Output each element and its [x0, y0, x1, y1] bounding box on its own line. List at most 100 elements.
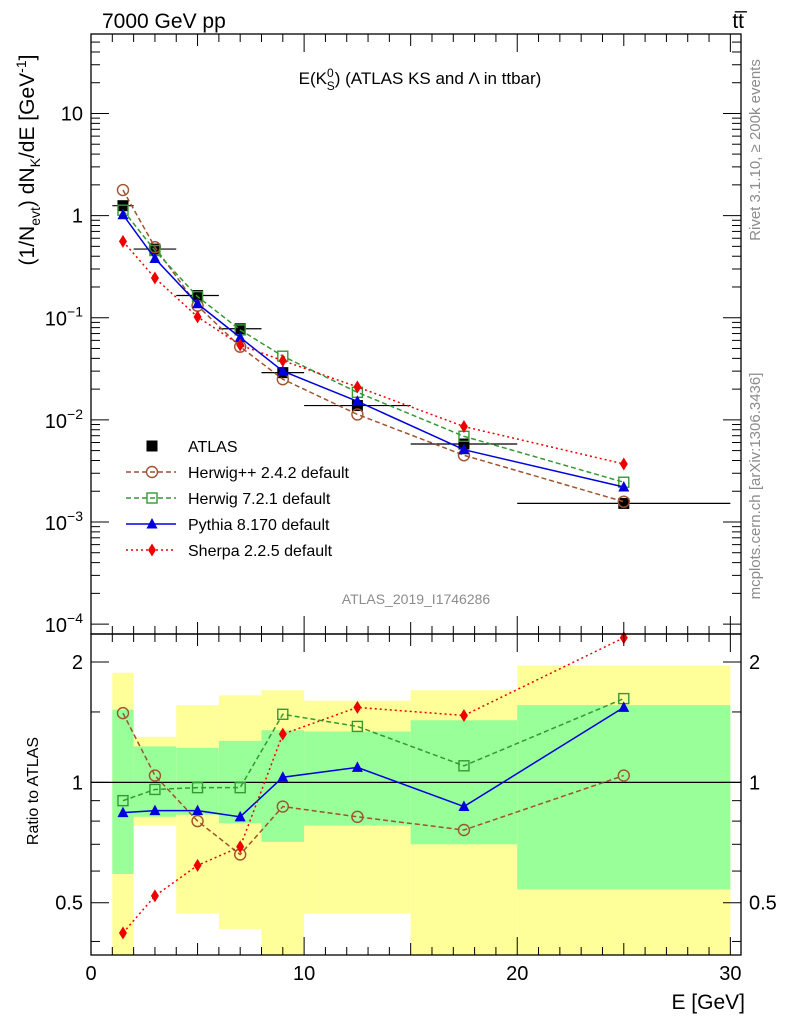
legend-entry: Herwig++ 2.4.2 default: [126, 465, 350, 482]
main-plot-title: E(K0 S) (ATLAS KS and Λ in ttbar): [299, 66, 542, 93]
data-point: [116, 706, 130, 720]
series-line: [122, 240, 624, 465]
main-series-pythia-8-170-default: [117, 208, 630, 492]
data-point: [278, 354, 287, 368]
data-point: [150, 889, 159, 903]
ratio-y-tick-label-right: 1: [749, 772, 760, 794]
data-point: [353, 380, 362, 394]
series-line: [122, 712, 625, 856]
series-line: [122, 697, 625, 802]
data-point: [277, 771, 289, 782]
data-point: [351, 720, 364, 733]
data-point: [193, 310, 202, 324]
data-point: [146, 518, 158, 529]
y-tick-label: 10−2: [45, 406, 83, 433]
data-point: [117, 794, 129, 807]
analysis-id-label: ATLAS_2019_I1746286: [342, 591, 491, 607]
data-point: [459, 708, 468, 722]
legend-label: ATLAS: [188, 439, 238, 456]
y-tick-label: 10: [61, 103, 83, 125]
ratio-band-stat: [112, 709, 134, 874]
ratio-plot-frame: [90, 633, 742, 956]
legend-entry: Herwig 7.2.1 default: [126, 491, 331, 508]
data-point: [149, 243, 161, 255]
data-point: [146, 492, 158, 504]
energy-label: 7000 GeV pp: [102, 10, 226, 33]
x-tick-label: 0: [85, 963, 96, 985]
y-tick-label: 10−4: [45, 610, 83, 637]
data-point: [150, 271, 159, 285]
y-tick-label: 10−1: [45, 304, 83, 331]
data-point: [191, 814, 204, 828]
ratio-band-stat: [261, 730, 305, 842]
legend-entry: ATLAS: [146, 439, 238, 456]
data-point: [234, 810, 246, 822]
ratio-series-layer: [116, 631, 630, 940]
data-point: [116, 183, 130, 197]
data-point: [149, 252, 161, 264]
data-point: [458, 800, 470, 812]
main-series-herwig-2-4-2-default: [116, 183, 630, 508]
ratio-y-tick-label: 1: [72, 772, 83, 794]
data-point: [117, 208, 129, 220]
rivet-label: Rivet 3.1.10, ≥ 200k events: [747, 59, 764, 241]
main-y-axis-label: (1/Nevt) dNK/dE [GeV-1]: [13, 55, 43, 266]
ratio-y-tick-label: 2: [72, 652, 83, 674]
series-line: [122, 637, 625, 934]
data-point: [148, 769, 162, 782]
legend-entry: Sherpa 2.2.5 default: [126, 543, 333, 560]
ratio-y-axis-label: Ratio to ATLAS: [25, 737, 42, 845]
legend-label: Herwig++ 2.4.2 default: [188, 465, 350, 482]
series-line: [122, 214, 624, 488]
data-point: [617, 495, 630, 508]
ratio-band-stat: [304, 731, 411, 826]
legend-entry: Pythia 8.170 default: [126, 517, 330, 534]
ratio-y-tick-label-right: 0.5: [749, 893, 777, 915]
ratio-band-stat: [517, 705, 731, 890]
data-point: [457, 823, 471, 837]
ratio-y-tick-label: 0.5: [55, 893, 83, 915]
data-point: [146, 440, 158, 452]
data-point: [148, 543, 156, 557]
data-point: [618, 701, 630, 712]
main-series-atlas: [112, 200, 731, 509]
data-point: [277, 708, 289, 720]
data-point: [351, 408, 364, 421]
svg-text:(1/Nevt) dNK/dE [GeV-1]: (1/Nevt) dNK/dE [GeV-1]: [13, 55, 43, 266]
data-point: [277, 365, 289, 376]
legend-label: Herwig 7.2.1 default: [188, 491, 331, 508]
mcplots-label: mcplots.cern.ch [arXiv:1306.3436]: [747, 373, 764, 600]
series-line: [122, 209, 624, 483]
data-point: [118, 926, 127, 940]
data-point: [458, 760, 470, 772]
data-point: [149, 804, 161, 816]
data-point: [618, 481, 630, 492]
data-point: [234, 781, 246, 794]
legend-label: Sherpa 2.2.5 default: [188, 543, 333, 560]
ratio-series-herwig-7-2-1-default: [117, 692, 630, 807]
series-line: [122, 706, 625, 818]
data-point: [351, 761, 363, 772]
data-point: [276, 800, 290, 813]
data-point: [617, 769, 630, 782]
data-point: [459, 420, 468, 434]
x-tick-label: 10: [293, 963, 315, 985]
data-point: [619, 457, 628, 471]
data-point: [236, 840, 245, 854]
legend: ATLAS Herwig++ 2.4.2 default Herwig 7.2.1 …: [126, 439, 350, 560]
ratio-band-stat: [176, 747, 219, 815]
ratio-uncertainty-bands: [112, 665, 731, 955]
ratio-y-tick-label-right: 2: [749, 652, 760, 674]
legend-label: Pythia 8.170 default: [188, 517, 330, 534]
data-point: [118, 234, 127, 248]
data-point: [234, 331, 246, 343]
series-line: [122, 189, 624, 503]
y-tick-label: 1: [72, 206, 83, 228]
data-point: [278, 727, 287, 741]
data-point: [193, 858, 202, 872]
data-point: [145, 465, 159, 479]
data-point: [236, 338, 245, 352]
main-series-sherpa-2-2-5-default: [118, 234, 628, 471]
process-label: tt̅: [732, 10, 748, 33]
